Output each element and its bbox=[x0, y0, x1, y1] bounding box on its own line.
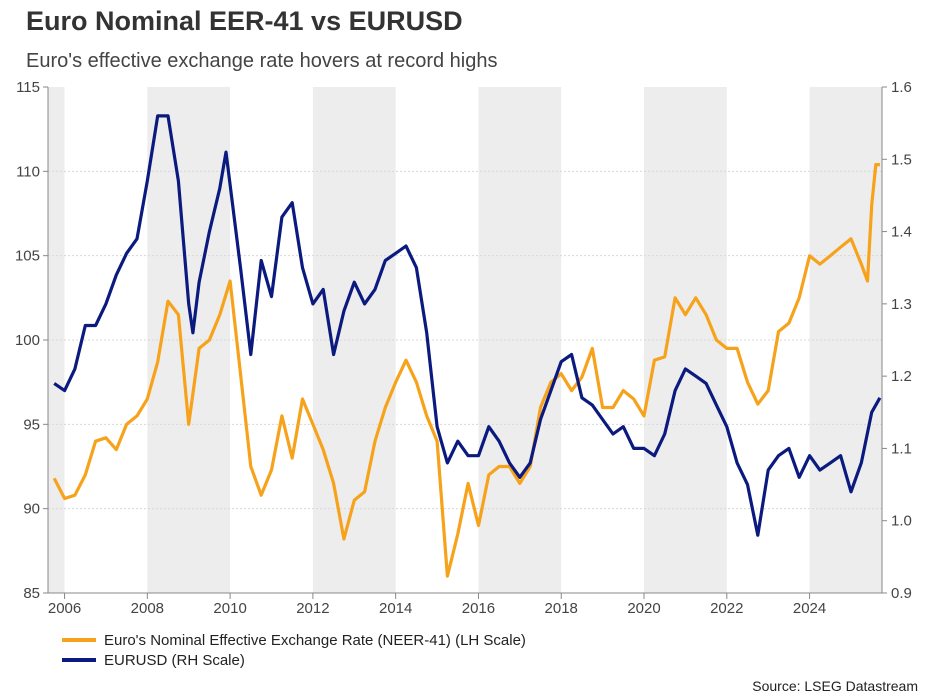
y-right-tick-label: 1.6 bbox=[891, 79, 912, 96]
x-tick-label: 2006 bbox=[48, 600, 81, 617]
y-left-tick-label: 100 bbox=[15, 332, 40, 349]
x-tick-label: 2018 bbox=[545, 600, 578, 617]
y-left-tick-label: 90 bbox=[23, 501, 40, 518]
x-tick-label: 2022 bbox=[710, 600, 743, 617]
legend-swatch-eurusd bbox=[62, 658, 96, 662]
x-tick-label: 2008 bbox=[131, 600, 164, 617]
y-left-tick-label: 115 bbox=[16, 79, 40, 96]
y-right-tick-label: 1.2 bbox=[891, 368, 912, 385]
x-tick-label: 2024 bbox=[793, 600, 826, 617]
legend-item-eurusd: EURUSD (RH Scale) bbox=[62, 650, 526, 670]
x-tick-label: 2016 bbox=[462, 600, 495, 617]
y-left-tick-label: 110 bbox=[16, 163, 40, 180]
y-left-tick-label: 85 bbox=[23, 585, 40, 602]
x-tick-label: 2010 bbox=[213, 600, 246, 617]
source-note: Source: LSEG Datastream bbox=[752, 678, 918, 694]
y-left-tick-label: 95 bbox=[23, 416, 40, 433]
y-right-tick-label: 1.0 bbox=[891, 513, 912, 530]
chart-title: Euro Nominal EER-41 vs EURUSD bbox=[26, 6, 463, 36]
y-right-tick-label: 0.9 bbox=[891, 585, 912, 602]
x-tick-label: 2012 bbox=[296, 600, 329, 617]
y-right-tick-label: 1.5 bbox=[891, 151, 912, 168]
series-line-neer bbox=[52, 163, 880, 578]
legend-item-neer: Euro's Nominal Effective Exchange Rate (… bbox=[62, 630, 526, 650]
y-right-tick-label: 1.4 bbox=[891, 224, 912, 241]
legend-label-eurusd: EURUSD (RH Scale) bbox=[104, 651, 245, 669]
series-line-eurusd bbox=[53, 114, 882, 537]
x-tick-label: 2020 bbox=[627, 600, 660, 617]
y-right-tick-label: 1.1 bbox=[891, 440, 912, 457]
legend: Euro's Nominal Effective Exchange Rate (… bbox=[62, 630, 526, 670]
y-right-tick-label: 1.3 bbox=[891, 296, 912, 313]
legend-label-neer: Euro's Nominal Effective Exchange Rate (… bbox=[104, 631, 526, 649]
y-left-tick-label: 105 bbox=[15, 248, 40, 265]
legend-swatch-neer bbox=[62, 638, 96, 642]
chart-subtitle: Euro's effective exchange rate hovers at… bbox=[26, 50, 498, 72]
x-tick-label: 2014 bbox=[379, 600, 412, 617]
